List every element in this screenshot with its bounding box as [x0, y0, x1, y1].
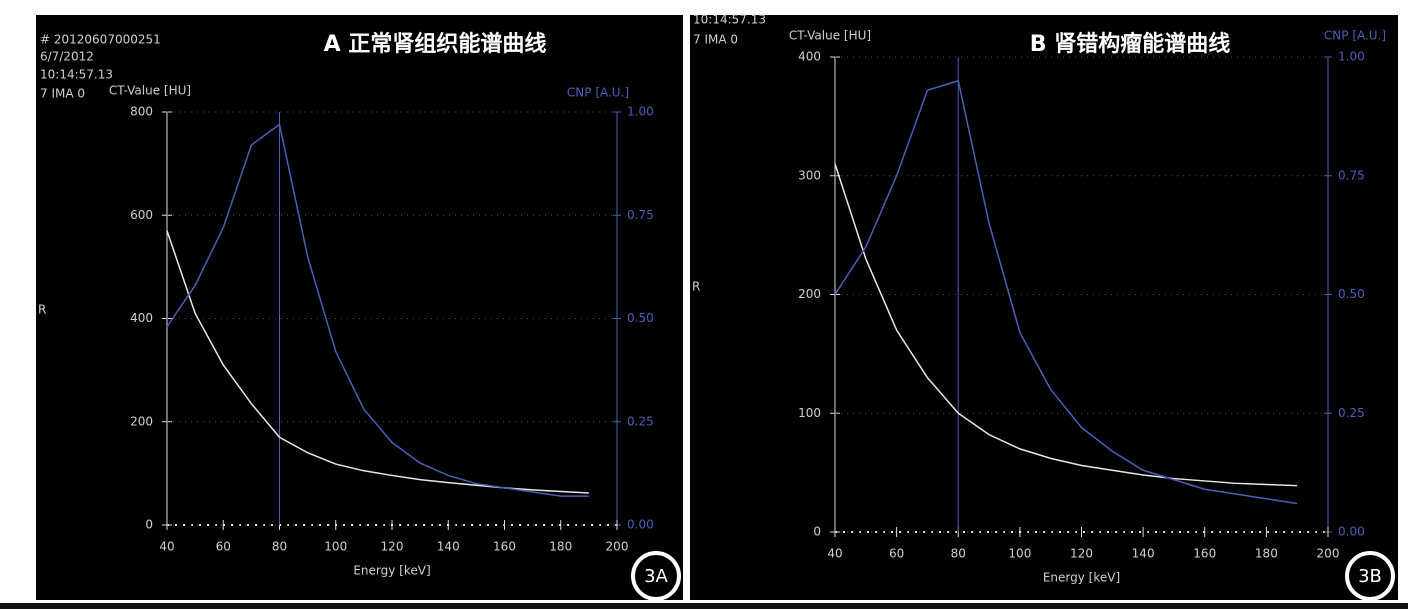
y2-axis-label: CNP [A.U.] — [1324, 29, 1386, 43]
side-label: R — [38, 303, 46, 317]
series-line — [834, 163, 1298, 487]
side-label: R — [692, 280, 700, 294]
x-tick-label: 40 — [827, 547, 842, 561]
x-tick-label: 60 — [889, 547, 904, 561]
x-axis-label: Energy [keV] — [1043, 571, 1120, 585]
x-tick-label: 180 — [1255, 547, 1278, 561]
x-tick-label: 180 — [549, 540, 572, 554]
y2-tick-label: 0.75 — [1338, 168, 1365, 182]
y2-tick-label: 0.75 — [627, 208, 654, 222]
header-line: 7 IMA 0 — [40, 87, 85, 101]
y-tick-label: 0 — [813, 525, 821, 539]
y2-tick-label: 1.00 — [627, 105, 654, 119]
y-tick-label: 0 — [145, 518, 153, 532]
x-tick-label: 120 — [381, 540, 404, 554]
x-tick-label: 120 — [1070, 547, 1093, 561]
y2-tick-label: 0.00 — [627, 518, 654, 532]
x-tick-label: 160 — [493, 540, 516, 554]
x-tick-label: 160 — [1193, 547, 1216, 561]
x-tick-label: 140 — [437, 540, 460, 554]
y2-tick-label: 1.00 — [1338, 50, 1365, 64]
x-tick-label: 60 — [216, 540, 231, 554]
x-tick-label: 40 — [159, 540, 174, 554]
y2-tick-label: 0.50 — [627, 311, 654, 325]
badge-circle — [1345, 551, 1395, 601]
y-tick-label: 800 — [130, 105, 153, 119]
y2-tick-label: 0.00 — [1338, 525, 1365, 539]
series-line — [166, 230, 589, 494]
badge: 3B — [1358, 566, 1382, 587]
series-line — [834, 79, 1298, 505]
y2-tick-label: 0.50 — [1338, 287, 1365, 301]
badge-circle — [631, 551, 681, 601]
badge: 3A — [644, 566, 668, 587]
header-line: 7 IMA 0 — [693, 33, 738, 47]
y-axis-label: CT-Value [HU] — [109, 84, 191, 98]
y-tick-label: 100 — [798, 406, 821, 420]
chart-title: B 肾错构瘤能谱曲线 — [1030, 31, 1230, 57]
panel-b — [690, 15, 1398, 600]
y-tick-label: 300 — [798, 168, 821, 182]
bottom-strip — [0, 603, 1408, 609]
x-tick-label: 200 — [606, 540, 629, 554]
header-line: # 20120607000251 — [40, 33, 161, 47]
y2-axis-label: CNP [A.U.] — [567, 86, 629, 100]
x-tick-label: 140 — [1132, 547, 1155, 561]
y-tick-label: 200 — [130, 414, 153, 428]
y-tick-label: 600 — [130, 208, 153, 222]
x-tick-label: 80 — [951, 547, 966, 561]
y-tick-label: 400 — [798, 50, 821, 64]
x-tick-label: 80 — [272, 540, 287, 554]
panel-a — [36, 15, 683, 600]
y2-tick-label: 0.25 — [627, 414, 654, 428]
header-line: 10:14:57.13 — [693, 13, 766, 27]
x-tick-label: 100 — [1008, 547, 1031, 561]
y-tick-label: 400 — [130, 311, 153, 325]
x-axis-label: Energy [keV] — [353, 564, 430, 578]
y-tick-label: 200 — [798, 287, 821, 301]
x-tick-label: 200 — [1317, 547, 1340, 561]
y-axis-label: CT-Value [HU] — [789, 29, 871, 43]
x-tick-label: 100 — [324, 540, 347, 554]
header-line: 6/7/2012 — [40, 50, 94, 64]
series-line — [166, 123, 589, 497]
header-line: 10:14:57.13 — [40, 68, 113, 82]
y2-tick-label: 0.25 — [1338, 406, 1365, 420]
chart-title: A 正常肾组织能谱曲线 — [324, 31, 547, 57]
